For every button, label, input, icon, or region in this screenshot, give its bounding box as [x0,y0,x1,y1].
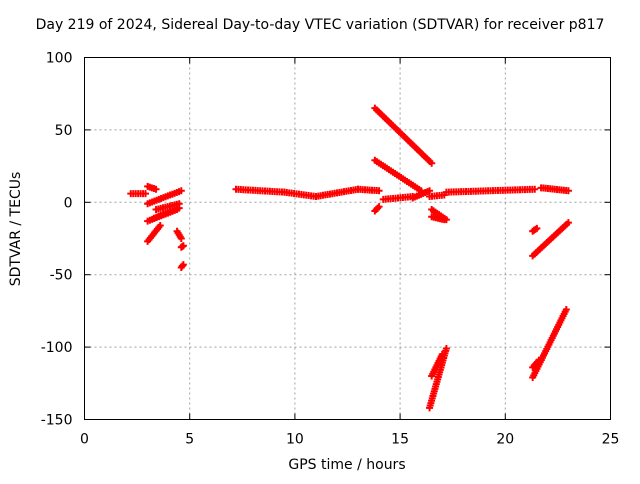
x-tick-label: 0 [80,432,89,448]
points-layer [127,104,572,412]
series-arc-c [144,187,185,208]
series-arc-ab [428,350,446,380]
series-arc-m [312,185,362,201]
x-axis-label: GPS time / hours [288,457,406,473]
series-arc-s [409,187,434,202]
data-point-markers [529,219,572,260]
series-arc-ac [529,305,570,382]
series-arc-w [442,185,539,196]
data-point-markers [152,200,183,214]
data-point-markers [426,345,450,412]
series-arc-o [371,104,436,167]
series-arc-b [144,182,160,193]
data-point-markers [144,221,164,245]
series-arc-aa [426,345,450,412]
y-axis-label: SDTVAR / TECUs [8,171,24,287]
data-point-markers [312,185,362,201]
series-arc-r [379,193,417,203]
data-point-markers [232,185,288,196]
chart-title: Day 219 of 2024, Sidereal Day-to-day VTE… [35,17,605,33]
data-point-markers [409,187,434,202]
data-point-markers [144,187,185,208]
y-tick-label: 0 [64,195,73,211]
x-tick-label: 5 [185,432,194,448]
data-point-markers [371,156,425,195]
data-point-markers [144,182,160,193]
data-point-markers [371,203,383,215]
series-arc-h [173,227,185,242]
data-point-markers [173,227,185,242]
series-arc-d [144,221,164,245]
y-tick-label: -100 [41,340,73,356]
data-point-markers [371,104,436,167]
data-point-markers [426,191,448,201]
x-tick-label: 10 [286,432,304,448]
data-point-markers [354,185,383,195]
series-arc-v [428,213,448,224]
y-tick-label: 50 [55,123,73,139]
data-point-markers [529,356,543,371]
plot-frame [84,57,611,420]
data-point-markers [529,305,570,382]
series-arc-y [529,219,572,260]
series-arc-n [354,185,383,195]
data-point-markers [428,213,448,224]
series-arc-j [177,261,187,271]
tick-layer: 0 5 10 15 20 25 100 50 0 -50 -100 -150 [41,51,620,448]
series-arc-i [177,242,187,251]
series-arc-k [232,185,288,196]
data-point-markers [177,261,187,271]
data-point-markers [177,242,187,251]
x-tick-label: 20 [496,432,514,448]
data-point-markers [280,188,320,201]
data-point-markers [379,193,417,203]
grid-layer [84,57,611,420]
series-arc-q [371,203,383,215]
series-arc-x [537,184,572,195]
y-tick-label: 100 [46,51,73,67]
y-tick-label: -50 [50,268,73,284]
data-point-markers [529,224,541,235]
series-arc-a [127,190,150,198]
x-tick-label: 15 [391,432,409,448]
data-point-markers [537,184,572,195]
series-arc-p [371,156,425,195]
series-arc-l [280,188,320,201]
series-arc-z [529,224,541,235]
y-tick-label: -150 [41,413,73,429]
x-tick-label: 25 [602,432,620,448]
series-arc-t [426,191,448,201]
data-point-markers [442,185,539,196]
data-point-markers [150,204,183,222]
series-arc-g [152,200,183,214]
data-point-markers [127,190,150,198]
series-arc-f [150,204,183,222]
data-point-markers [428,350,446,380]
series-arc-ad [529,356,543,371]
